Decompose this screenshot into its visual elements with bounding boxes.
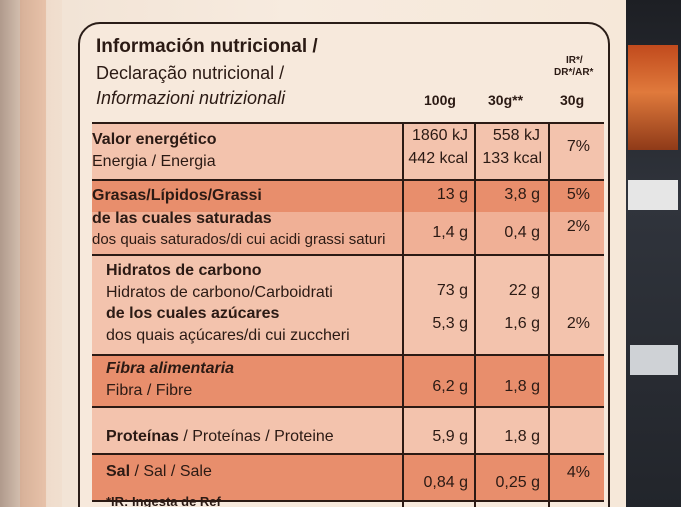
salt-100g: 0,84 g bbox=[423, 474, 468, 491]
background-light-lower bbox=[630, 345, 678, 375]
carbs-label-translation: Hidratos de carbono/Carboidrati bbox=[106, 284, 333, 301]
energy-30g-kj: 558 kJ bbox=[492, 127, 540, 144]
band-carbs bbox=[92, 256, 604, 354]
saturated-label-translation: dos quais saturados/di cui acidi grassi … bbox=[92, 231, 386, 248]
energy-100g-kcal: 442 kcal bbox=[408, 150, 468, 167]
sugars-30g: 1,6 g bbox=[504, 315, 540, 332]
saturated-30g: 0,4 g bbox=[504, 224, 540, 241]
fat-30g: 3,8 g bbox=[504, 186, 540, 203]
fibre-label: Fibra alimentaria bbox=[106, 360, 235, 377]
column-header-100g: 100g bbox=[424, 92, 456, 108]
energy-ir: 7% bbox=[566, 138, 590, 155]
rule-after-fat bbox=[92, 254, 604, 256]
rule-after-energy bbox=[92, 179, 604, 181]
rule-after-fibre bbox=[92, 406, 604, 408]
sugars-label: de los cuales azúcares bbox=[106, 305, 280, 322]
column-header-ir-line2: DR*/AR* bbox=[554, 67, 594, 78]
salt-label: Sal bbox=[106, 463, 131, 480]
energy-30g-kcal: 133 kcal bbox=[482, 150, 542, 167]
protein-100g: 5,9 g bbox=[432, 428, 468, 445]
rule-after-salt bbox=[92, 500, 604, 502]
protein-label-translation: / Proteínas / Proteine bbox=[178, 428, 334, 445]
protein-label-row: Proteínas / Proteínas / Proteine bbox=[106, 428, 334, 446]
rule-col-3 bbox=[548, 122, 550, 507]
sugars-100g: 5,3 g bbox=[432, 315, 468, 332]
energy-label: Valor energético bbox=[92, 131, 217, 148]
footnote-text: *IR: Ingesta de Ref bbox=[106, 494, 221, 507]
fibre-100g: 6,2 g bbox=[432, 378, 468, 395]
fibre-30g: 1,8 g bbox=[504, 378, 540, 395]
rule-col-1 bbox=[402, 122, 404, 507]
background-screen bbox=[628, 45, 678, 150]
column-header-30g: 30g** bbox=[488, 92, 524, 108]
carbs-100g: 73 g bbox=[436, 282, 468, 299]
rule-header bbox=[92, 122, 604, 124]
title-portuguese: Declaração nutricional / bbox=[96, 63, 285, 83]
band-salt bbox=[92, 455, 604, 501]
band-saturated bbox=[92, 212, 604, 254]
column-header-ir-30g: 30g bbox=[560, 92, 585, 108]
protein-label: Proteínas bbox=[106, 428, 179, 445]
sugars-label-translation: dos quais açúcares/di cui zuccheri bbox=[106, 327, 350, 344]
title-italian: Informazioni nutrizionali bbox=[96, 88, 286, 108]
fat-100g: 13 g bbox=[436, 186, 468, 203]
band-fat bbox=[92, 180, 604, 212]
background-light bbox=[628, 180, 678, 210]
fibre-label-translation: Fibra / Fibre bbox=[106, 382, 193, 399]
protein-30g: 1,8 g bbox=[504, 428, 540, 445]
energy-label-translation: Energia / Energia bbox=[92, 153, 216, 170]
rule-after-carbs bbox=[92, 354, 604, 356]
salt-label-row: Sal / Sal / Sale bbox=[106, 463, 212, 481]
title-spanish: Información nutricional / bbox=[96, 36, 318, 57]
rule-after-protein bbox=[92, 453, 604, 455]
column-header-ir-line1: IR*/ bbox=[566, 55, 583, 66]
saturated-100g: 1,4 g bbox=[432, 224, 468, 241]
salt-label-translation: / Sal / Sale bbox=[130, 463, 212, 480]
fat-label: Grasas/Lípidos/Grassi bbox=[92, 187, 262, 204]
salt-ir: 4% bbox=[566, 464, 590, 481]
band-energy bbox=[92, 124, 604, 179]
band-fibre bbox=[92, 356, 604, 406]
band-protein bbox=[92, 408, 604, 454]
carbs-30g: 22 g bbox=[508, 282, 540, 299]
fat-ir: 5% bbox=[566, 186, 590, 203]
saturated-label: de las cuales saturadas bbox=[92, 210, 272, 227]
saturated-ir: 2% bbox=[566, 218, 590, 235]
rule-col-2 bbox=[474, 122, 476, 507]
energy-100g-kj: 1860 kJ bbox=[411, 127, 468, 144]
salt-30g: 0,25 g bbox=[495, 474, 540, 491]
sugars-ir: 2% bbox=[566, 315, 590, 332]
carbs-label: Hidratos de carbono bbox=[106, 262, 262, 279]
